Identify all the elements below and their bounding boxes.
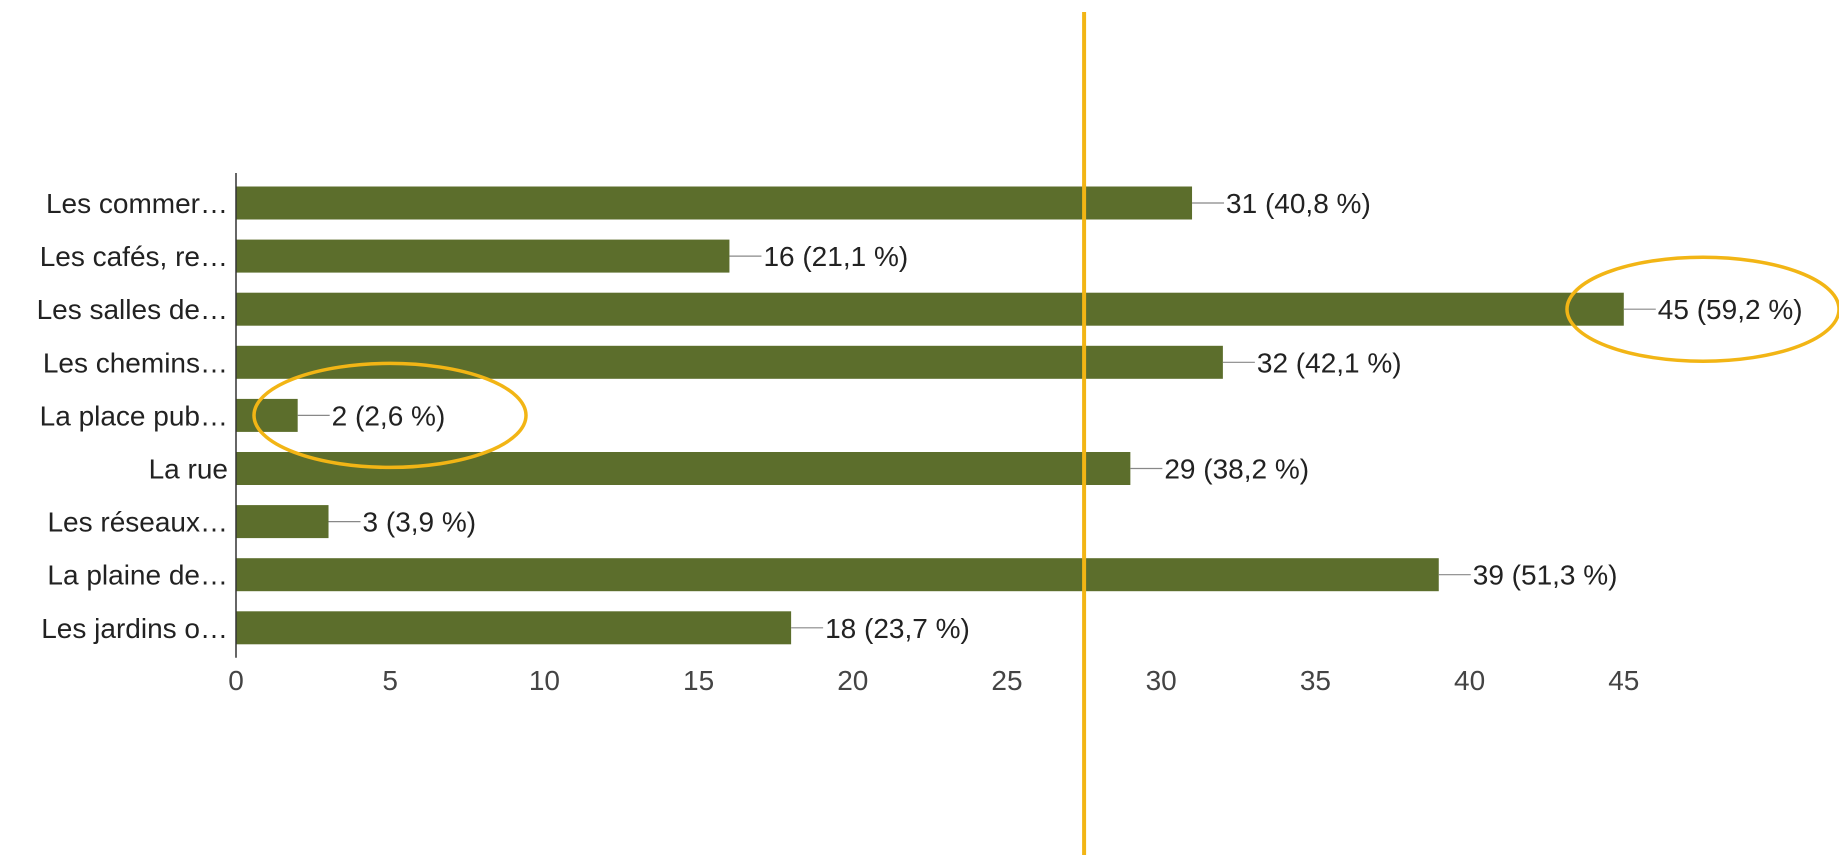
annotations (252, 12, 1839, 855)
bar (236, 398, 298, 432)
bars-layer (236, 186, 1624, 645)
category-label: La plaine de… (47, 560, 228, 591)
category-labels: Les commer… Les cafés, re… Les salles de… L… (37, 188, 228, 644)
x-axis-ticks: 0 5 10 15 20 25 30 35 40 45 (228, 665, 1639, 696)
data-label: 39 (51,3 %) (1473, 560, 1618, 591)
category-label: La rue (149, 454, 228, 485)
data-label: 29 (38,2 %) (1164, 454, 1309, 485)
x-tick-label: 35 (1300, 665, 1331, 696)
data-label: 16 (21,1 %) (763, 241, 908, 272)
x-tick-label: 10 (529, 665, 560, 696)
highlight-circle (1565, 255, 1839, 363)
category-label: Les réseaux… (47, 507, 228, 538)
data-label: 2 (2,6 %) (332, 400, 446, 431)
category-label: La place pub… (40, 400, 228, 431)
x-tick-label: 40 (1454, 665, 1485, 696)
x-tick-label: 30 (1146, 665, 1177, 696)
data-label: 3 (3,9 %) (363, 507, 477, 538)
x-tick-label: 5 (382, 665, 398, 696)
bar (236, 239, 730, 273)
bar (236, 505, 329, 539)
x-tick-label: 25 (991, 665, 1022, 696)
data-label: 31 (40,8 %) (1226, 188, 1371, 219)
bar (236, 292, 1624, 326)
category-label: Les commer… (46, 188, 228, 219)
x-tick-label: 45 (1608, 665, 1639, 696)
category-label: Les jardins o… (41, 613, 228, 644)
category-label: Les chemins… (43, 347, 228, 378)
x-tick-label: 15 (683, 665, 714, 696)
data-label: 18 (23,7 %) (825, 613, 970, 644)
bar (236, 611, 792, 645)
data-labels: 31 (40,8 %) 16 (21,1 %) 45 (59,2 %) 32 (42,… (297, 188, 1803, 644)
x-tick-label: 0 (228, 665, 244, 696)
bar (236, 558, 1439, 592)
bar (236, 186, 1193, 220)
x-tick-label: 20 (837, 665, 868, 696)
category-label: Les salles de… (37, 294, 228, 325)
data-label: 32 (42,1 %) (1257, 347, 1402, 378)
highlight-circle (252, 361, 528, 470)
category-label: Les cafés, re… (40, 241, 228, 272)
data-label: 45 (59,2 %) (1658, 294, 1803, 325)
